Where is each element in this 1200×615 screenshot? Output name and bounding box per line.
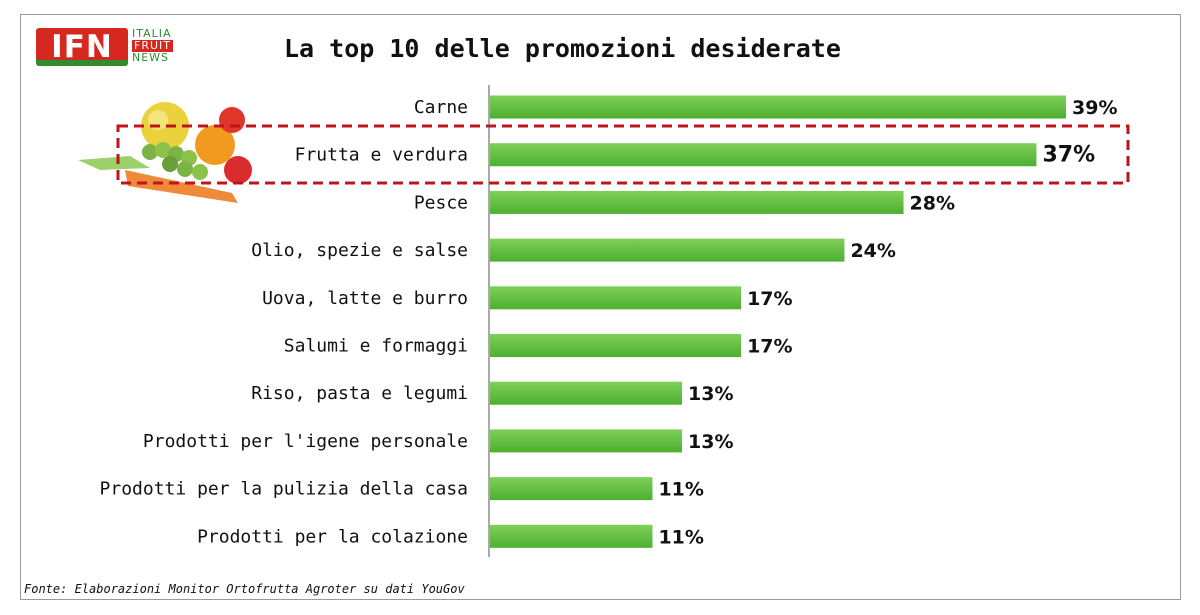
value-label-1: 39% — [1072, 97, 1117, 119]
bar-10 — [490, 524, 653, 548]
category-label-4: Olio, spezie e salse — [251, 240, 468, 261]
value-label-2: 37% — [1042, 143, 1095, 168]
category-label-6: Salumi e formaggi — [284, 336, 468, 357]
fruit-vegetables-icon — [78, 102, 252, 203]
value-label-8: 13% — [688, 431, 733, 453]
ifn-logo-icon: IFN ITALIA FRUIT NEWS — [36, 28, 196, 70]
bar-6 — [490, 334, 742, 357]
highlight-box — [116, 124, 1130, 185]
value-label-3: 28% — [910, 192, 955, 214]
source-note: Fonte: Elaborazioni Monitor Ortofrutta A… — [24, 582, 465, 596]
chart-title: La top 10 delle promozioni desiderate — [284, 34, 841, 63]
value-label-7: 13% — [688, 383, 733, 405]
category-label-8: Prodotti per l'igene personale — [143, 431, 468, 452]
bar-3 — [490, 190, 904, 214]
category-label-3: Pesce — [414, 192, 468, 213]
value-label-9: 11% — [658, 479, 703, 501]
bar-5 — [490, 286, 742, 310]
logo-ifn-mark: IFN — [36, 28, 128, 66]
category-label-9: Prodotti per la pulizia della casa — [100, 479, 468, 500]
logo-word-italia: ITALIA — [132, 27, 172, 40]
logo-word-fruit: FRUIT — [132, 39, 173, 52]
value-label-4: 24% — [850, 240, 895, 262]
category-label-5: Uova, latte e burro — [262, 288, 468, 309]
bars-group: Carne 39% Frutta e verdura 37% Pesce 28% Olio,… — [100, 95, 1117, 548]
category-label-2: Frutta e verdura — [295, 145, 468, 166]
category-label-7: Riso, pasta e legumi — [251, 383, 468, 404]
value-label-10: 11% — [658, 526, 703, 548]
value-label-5: 17% — [747, 288, 792, 310]
bar-7 — [490, 381, 682, 405]
category-label-1: Carne — [414, 97, 468, 118]
category-label-10: Prodotti per la colazione — [197, 526, 468, 547]
bar-8 — [490, 429, 682, 453]
logo-words: ITALIA FRUIT NEWS — [132, 28, 192, 64]
logo-word-news: NEWS — [132, 51, 170, 64]
value-label-6: 17% — [747, 336, 792, 358]
bar-1 — [490, 95, 1066, 119]
bar-9 — [490, 477, 653, 501]
bar-2 — [490, 143, 1037, 167]
bar-4 — [490, 238, 845, 262]
